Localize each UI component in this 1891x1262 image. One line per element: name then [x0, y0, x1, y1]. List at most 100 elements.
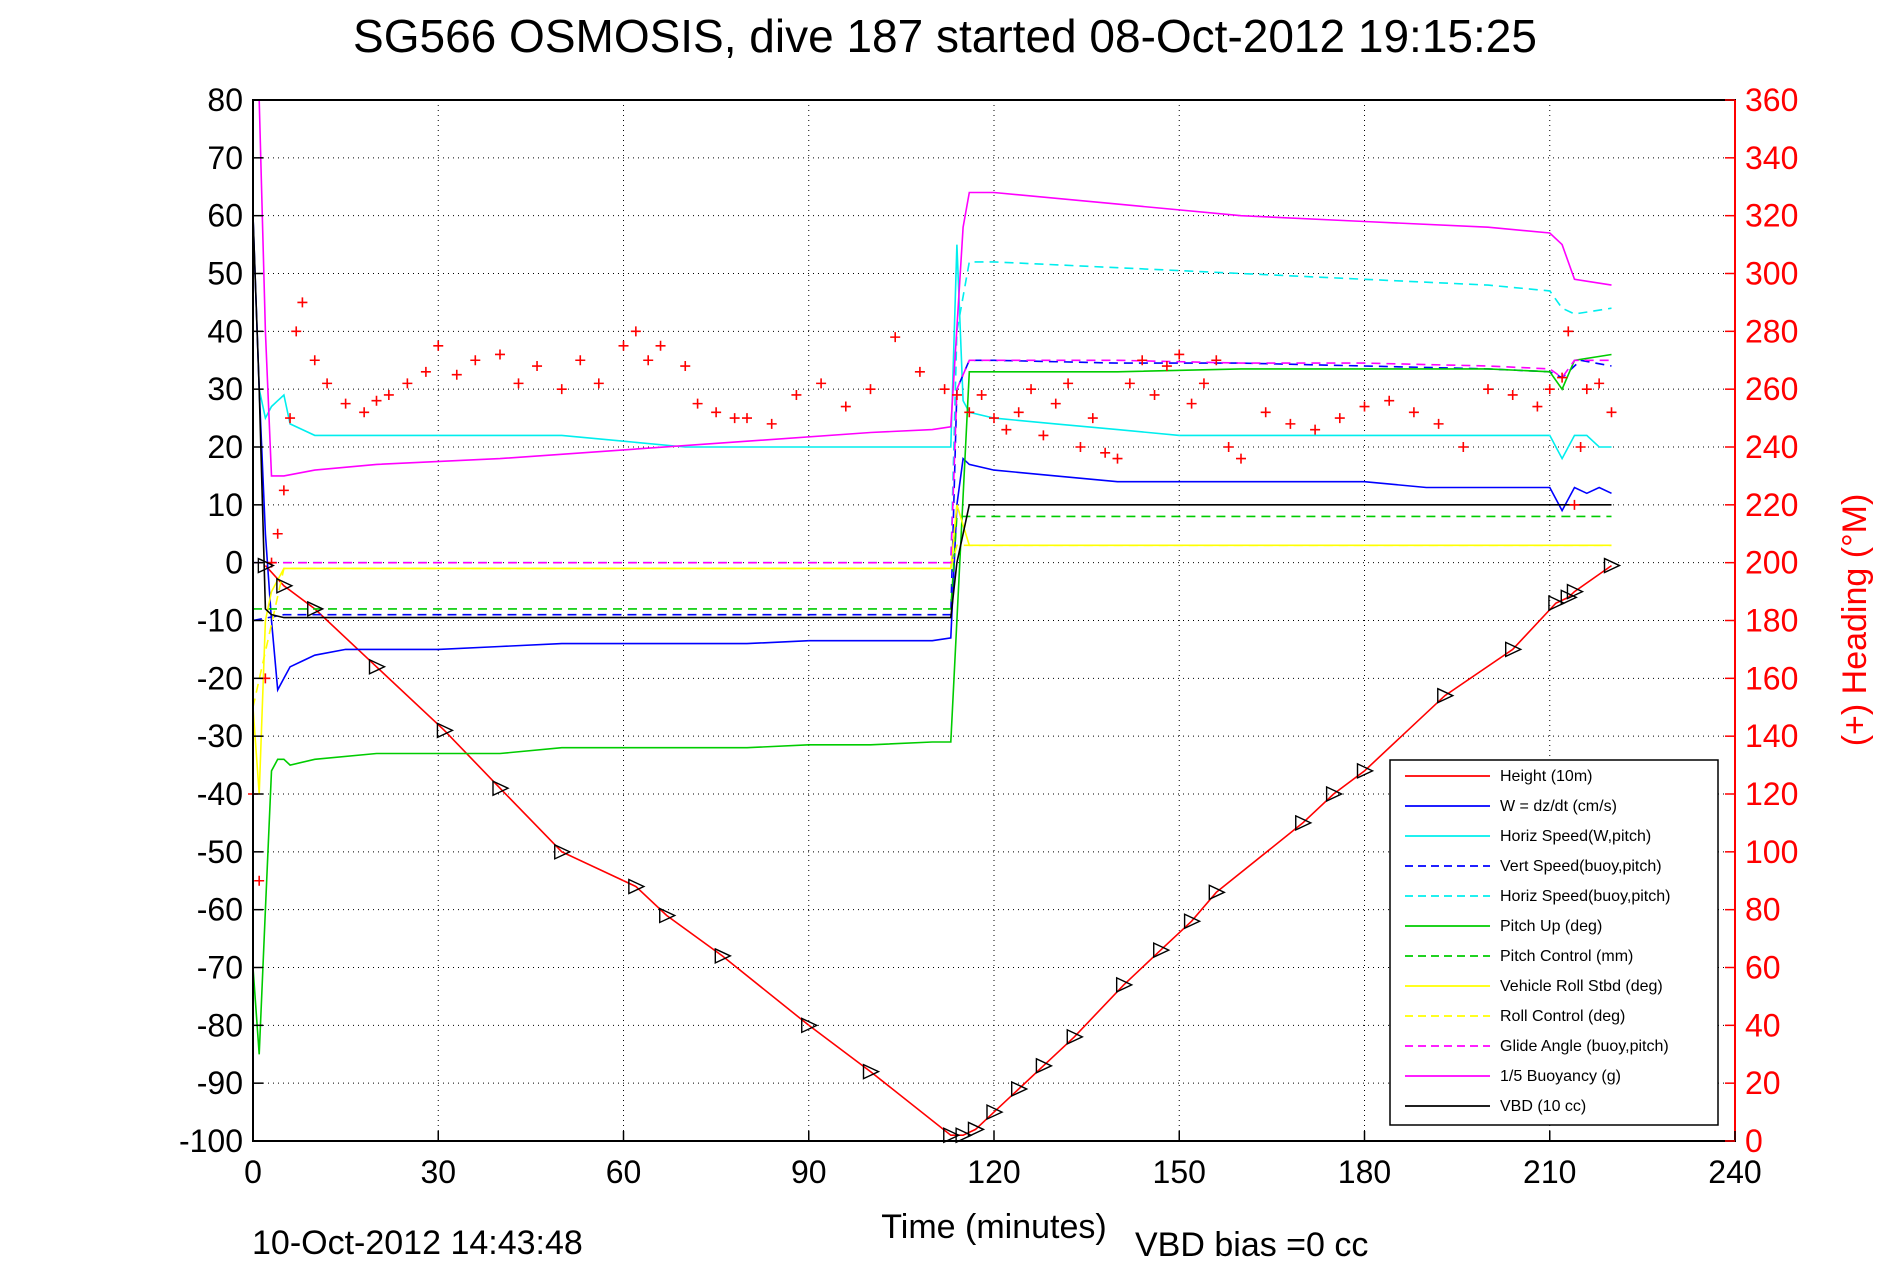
x-tick-label: 30 [420, 1154, 456, 1190]
x-tick-label: 0 [244, 1154, 262, 1190]
heading-point [766, 418, 777, 429]
heading-point [1575, 442, 1586, 452]
y-tick-label: 10 [207, 487, 243, 523]
heading-point [964, 407, 975, 418]
right-tick-label: 260 [1745, 371, 1798, 407]
heading-point [643, 355, 654, 366]
heading-point [1483, 384, 1493, 395]
right-tick-label: 180 [1745, 603, 1798, 639]
heading-point [383, 389, 394, 400]
y-tick-label: 60 [207, 198, 243, 234]
heading-point [1211, 355, 1222, 366]
y-tick-label: -40 [197, 776, 243, 812]
heading-point [1112, 453, 1123, 464]
y-tick-label: 30 [207, 371, 243, 407]
height-marker [986, 1103, 1004, 1121]
heading-point [402, 378, 413, 389]
height-marker [1035, 1057, 1054, 1074]
heading-point [254, 875, 265, 886]
heading-point [989, 413, 999, 424]
heading-point [630, 326, 641, 337]
heading-point [1563, 326, 1574, 337]
right-tick-label: 120 [1745, 776, 1798, 812]
heading-point [1026, 384, 1037, 395]
height-marker [307, 600, 325, 618]
height-marker [1011, 1080, 1029, 1098]
heading-point [1063, 378, 1074, 389]
right-tick-label: 300 [1745, 256, 1798, 292]
heading-point [420, 366, 431, 377]
heading-point [495, 349, 505, 360]
chart-title: SG566 OSMOSIS, dive 187 started 08-Oct-2… [353, 10, 1537, 62]
height-marker [276, 577, 294, 594]
height-marker [1566, 583, 1585, 600]
right-tick-label: 100 [1745, 834, 1798, 870]
y-tick-label: 50 [207, 256, 243, 292]
heading-point [711, 407, 722, 418]
heading-point [1408, 407, 1419, 418]
heading-point [1507, 389, 1518, 400]
heading-point [1594, 378, 1605, 389]
heading-point [816, 378, 827, 389]
heading-point [513, 378, 524, 389]
heading-point [272, 528, 283, 539]
heading-point [433, 340, 444, 351]
right-axis-ticks: 3603403203002802602402202001801601401201… [1725, 82, 1798, 1159]
height-marker [492, 780, 510, 797]
y-tick-label: 20 [207, 429, 243, 465]
heading-point [1359, 401, 1370, 412]
x-tick-label: 60 [606, 1154, 642, 1190]
legend-label: Horiz Speed(buoy,pitch) [1500, 888, 1670, 905]
legend-label: Roll Control (deg) [1500, 1008, 1625, 1025]
right-tick-label: 240 [1745, 429, 1798, 465]
heading-point [1050, 398, 1061, 409]
legend-label: VBD (10 cc) [1500, 1098, 1586, 1115]
heading-point [470, 355, 481, 366]
height-marker [801, 1017, 819, 1034]
right-tick-label: 0 [1745, 1123, 1763, 1159]
heading-point [1544, 384, 1555, 395]
heading-point [451, 369, 462, 380]
x-tick-label: 90 [791, 1154, 827, 1190]
height-marker [1183, 913, 1202, 930]
heading-point [914, 366, 925, 377]
height-marker [1603, 557, 1622, 574]
right-tick-label: 160 [1745, 660, 1798, 696]
height-marker [1356, 762, 1375, 779]
height-marker [943, 1127, 961, 1144]
height-marker [659, 907, 677, 924]
series-vbd-10-cc [252, 215, 1612, 619]
heading-point [729, 413, 740, 424]
legend-label: Pitch Control (mm) [1500, 948, 1633, 965]
heading-point [593, 378, 604, 389]
height-marker [714, 947, 732, 965]
height-marker [1295, 814, 1313, 832]
heading-point [1124, 378, 1135, 389]
heading-point [655, 340, 666, 351]
heading-point [532, 361, 543, 372]
legend-label: Horiz Speed(W,pitch) [1500, 828, 1651, 845]
right-tick-label: 20 [1745, 1065, 1781, 1101]
heading-point [340, 398, 351, 409]
y-tick-label: 80 [207, 82, 243, 118]
footer-timestamp: 10-Oct-2012 14:43:48 [252, 1224, 583, 1262]
heading-point [278, 485, 289, 496]
vbd-bias-label: VBD bias =0 cc [1135, 1226, 1368, 1262]
legend-label: Height (10m) [1500, 768, 1592, 785]
heading-point [1198, 378, 1209, 389]
heading-point [951, 389, 962, 400]
heading-point [1186, 398, 1197, 409]
legend-label: W = dz/dt (cm/s) [1500, 798, 1617, 815]
heading-point [680, 361, 691, 372]
heading-point [1013, 407, 1024, 418]
y-tick-label: -50 [197, 834, 243, 870]
heading-point [1310, 424, 1321, 435]
x-axis-ticks: 0 30 60 90 120 150 180 210 240 [244, 1131, 1762, 1190]
heading-point [371, 395, 382, 406]
heading-point [1581, 384, 1592, 395]
right-tick-label: 320 [1745, 198, 1798, 234]
heading-point [890, 332, 901, 343]
series-height-10m [264, 564, 1612, 1136]
height-marker [436, 722, 455, 739]
y-tick-label: -90 [197, 1065, 243, 1101]
